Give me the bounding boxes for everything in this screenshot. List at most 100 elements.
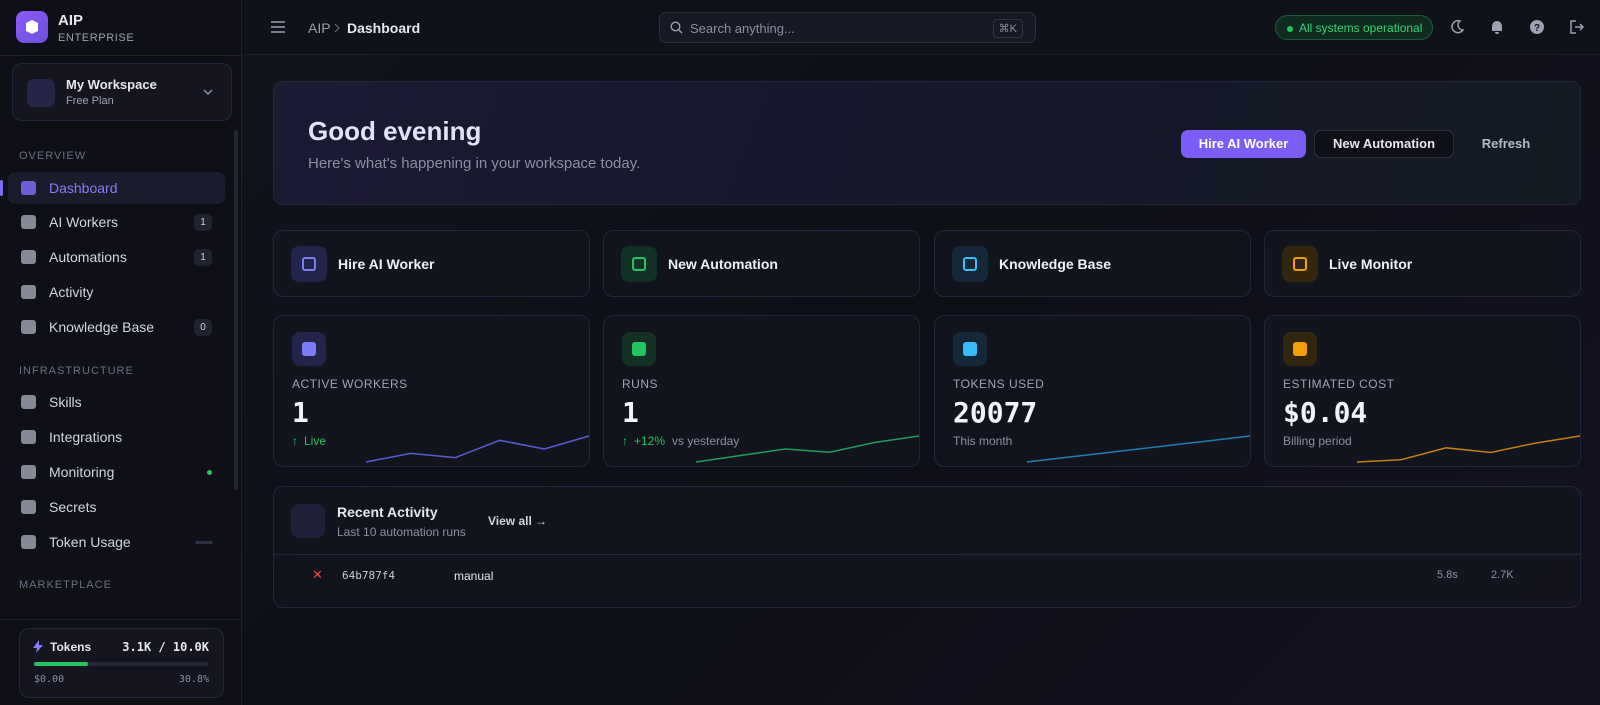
quick-action-icon — [291, 246, 327, 282]
nav-icon — [21, 285, 36, 299]
workspace-icon — [27, 79, 55, 107]
icon-glyph — [632, 342, 646, 356]
section-title: OVERVIEW — [19, 150, 87, 162]
breadcrumb-root[interactable]: AIP — [308, 20, 331, 36]
search-shortcut: ⌘K — [992, 19, 1023, 38]
nav-item[interactable]: Automations 1 — [8, 241, 225, 273]
nav-label: Token Usage — [49, 534, 131, 550]
nav-item[interactable]: Token Usage — [8, 526, 225, 558]
nav-badge: 1 — [194, 214, 212, 231]
workspace-name: My Workspace — [66, 77, 157, 92]
help-button[interactable]: ? — [1529, 19, 1545, 35]
divider — [0, 619, 242, 620]
stat-note: Live — [304, 434, 327, 448]
nav-label: Secrets — [49, 499, 97, 515]
nav-icon — [21, 430, 36, 444]
status-pill[interactable]: All systems operational — [1275, 15, 1433, 40]
workspace-plan: Free Plan — [66, 95, 114, 107]
search-icon — [670, 21, 683, 34]
menu-button[interactable] — [271, 21, 285, 33]
sidebar: AIP ENTERPRISE My Workspace Free Plan OV… — [0, 0, 242, 705]
run-id: 64b787f4 — [342, 569, 395, 582]
nav-badge: 0 — [194, 319, 212, 336]
stat-note: vs yesterday — [672, 434, 740, 448]
quick-action-card[interactable]: Knowledge Base — [934, 230, 1251, 297]
scrollbar — [234, 130, 238, 490]
search-box[interactable]: Search anything... ⌘K — [659, 12, 1036, 43]
activity-row[interactable]: ✕ 64b787f4 manual 5.8s 2.7K — [274, 555, 1580, 605]
nav-badge: 1 — [194, 249, 212, 266]
sparkline — [1356, 435, 1581, 463]
stat-icon — [622, 332, 656, 366]
nav-icon — [21, 395, 36, 409]
progress-fill — [34, 662, 88, 666]
svg-text:?: ? — [1534, 23, 1540, 34]
stat-value: 1 — [622, 396, 639, 429]
icon-glyph — [302, 257, 316, 271]
breadcrumb-separator — [334, 23, 340, 33]
stat-icon — [1283, 332, 1317, 366]
nav-item[interactable]: Secrets — [8, 491, 225, 523]
run-duration: 5.8s — [1437, 569, 1458, 581]
hero-banner: Good evening Here's what's happening in … — [273, 81, 1581, 205]
activity-icon — [291, 504, 325, 538]
quick-action-card[interactable]: Hire AI Worker — [273, 230, 590, 297]
nav-label: Integrations — [49, 429, 123, 445]
stat-change: +12% — [634, 434, 666, 448]
button-label: Refresh — [1481, 136, 1531, 151]
quick-action-card[interactable]: Live Monitor — [1264, 230, 1581, 297]
link-label: View all — [488, 514, 532, 528]
quick-action-label: Hire AI Worker — [338, 256, 435, 272]
nav-label: AI Workers — [49, 214, 118, 230]
stat-value: $0.04 — [1283, 396, 1368, 429]
run-tokens: 2.7K — [1491, 569, 1514, 581]
logout-button[interactable] — [1569, 19, 1585, 35]
nav-item[interactable]: Monitoring — [8, 456, 225, 488]
section-title: INFRASTRUCTURE — [19, 365, 134, 377]
logo[interactable] — [16, 11, 48, 43]
hero-title: Good evening — [308, 116, 482, 146]
notifications-button[interactable] — [1489, 19, 1505, 35]
progress-track — [34, 662, 209, 666]
stat-icon — [953, 332, 987, 366]
bolt-icon — [33, 640, 43, 653]
nav-item[interactable]: Activity — [8, 276, 225, 308]
automation-button[interactable]: New Automation — [1314, 130, 1454, 158]
search-placeholder: Search anything... — [690, 21, 795, 36]
status-dot — [207, 470, 212, 475]
quick-action-label: New Automation — [668, 256, 778, 272]
activity-subtitle: Last 10 automation runs — [337, 525, 466, 539]
stat-label: ESTIMATED COST — [1283, 377, 1395, 391]
sparkline-line — [365, 435, 590, 463]
hero-subtitle: Here's what's happening in your workspac… — [308, 155, 641, 172]
nav-label: Automations — [49, 249, 127, 265]
nav-item[interactable]: Skills — [8, 386, 225, 418]
nav-item[interactable]: Dashboard — [0, 172, 225, 204]
active-indicator — [0, 180, 3, 196]
token-widget: Tokens 3.1K / 10.0K $0.00 30.8% — [19, 628, 224, 698]
workspace-switcher[interactable]: My Workspace Free Plan — [12, 63, 232, 121]
chevron — [203, 89, 213, 96]
sparkline-line — [1356, 435, 1581, 463]
nav-item[interactable]: AI Workers 1 — [8, 206, 225, 238]
nav-item[interactable]: Integrations — [8, 421, 225, 453]
token-label: Tokens — [50, 640, 92, 654]
quick-action-icon — [1282, 246, 1318, 282]
token-percent: 30.8% — [178, 674, 209, 685]
divider — [274, 554, 1580, 555]
sparkline — [1026, 435, 1251, 463]
hire-button[interactable]: Hire AI Worker — [1181, 130, 1306, 158]
theme-toggle[interactable] — [1449, 19, 1465, 35]
refresh-button[interactable]: Refresh — [1466, 130, 1546, 158]
quick-action-card[interactable]: New Automation — [603, 230, 920, 297]
icon-glyph — [963, 257, 977, 271]
breadcrumb-current: Dashboard — [347, 20, 421, 36]
stat-note: Billing period — [1283, 434, 1352, 448]
usage-bar — [195, 541, 213, 544]
view-all-link[interactable]: View all → — [488, 514, 548, 528]
stat-label: ACTIVE WORKERS — [292, 377, 408, 391]
brand-tier: ENTERPRISE — [58, 32, 135, 44]
nav-item[interactable]: Knowledge Base 0 — [8, 311, 225, 343]
stat-card: ESTIMATED COST $0.04 Billing period — [1264, 315, 1581, 467]
